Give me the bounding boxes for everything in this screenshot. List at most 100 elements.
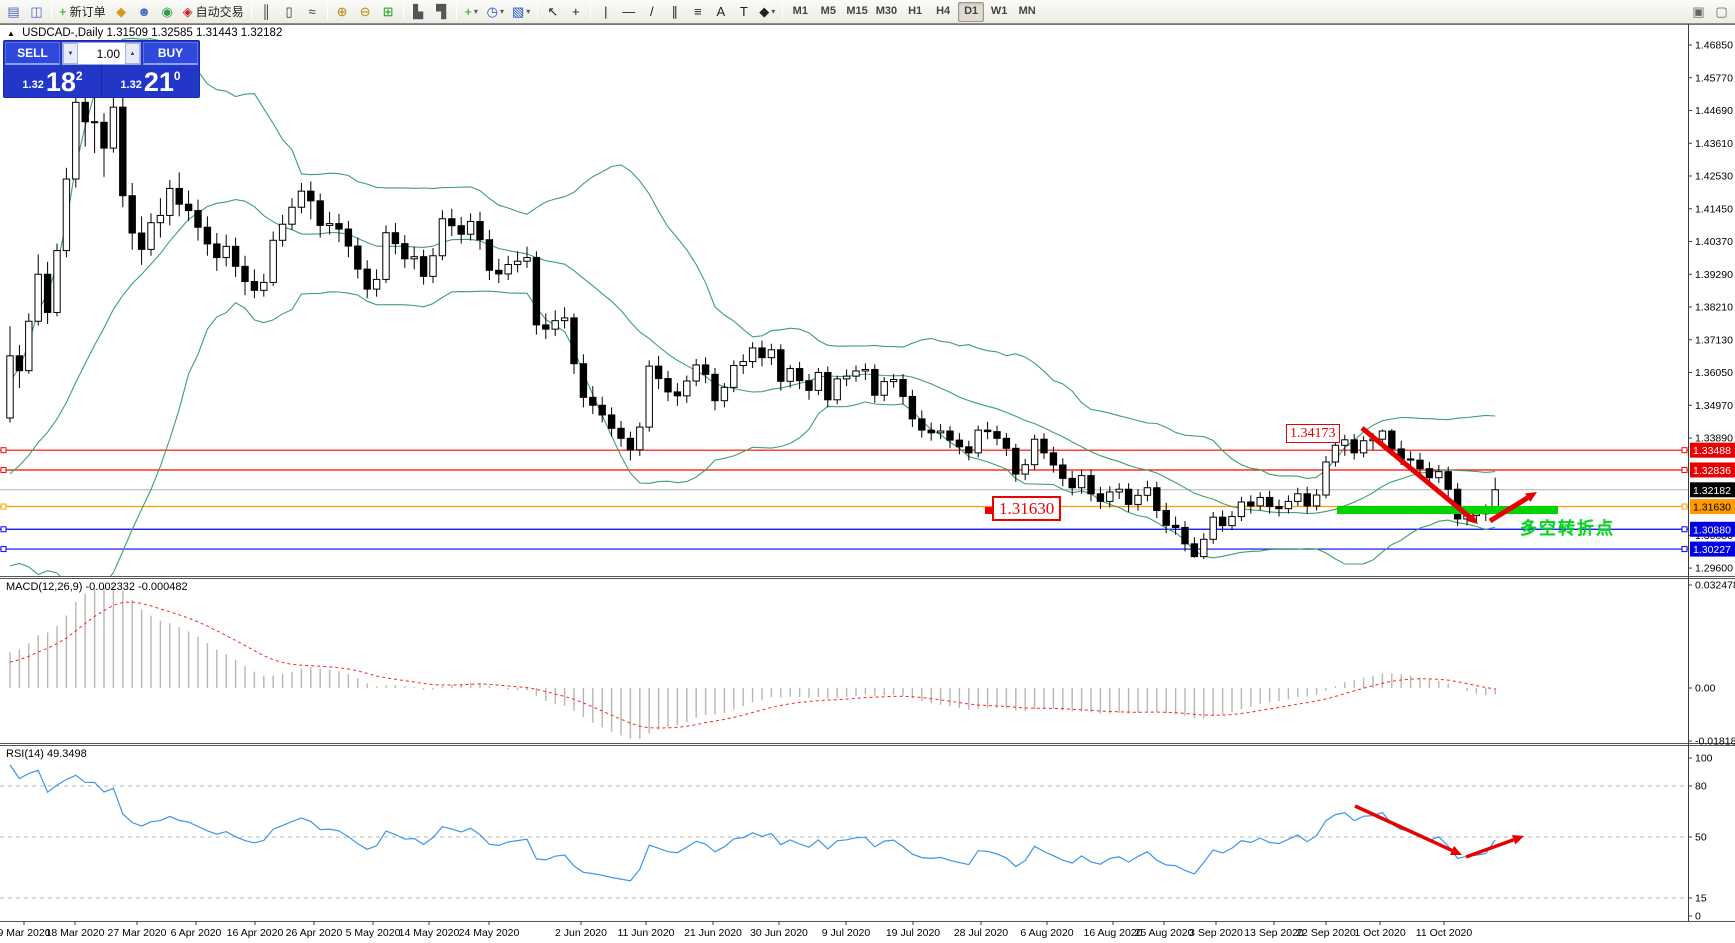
- horizontal-line-icon: —: [622, 4, 636, 19]
- overflow-icon[interactable]: ▢: [1715, 4, 1728, 19]
- indicators-icon[interactable]: + ▾: [461, 2, 482, 22]
- buy-price[interactable]: 1.32 21 0: [102, 66, 199, 97]
- crosshair-icon[interactable]: +: [565, 2, 586, 22]
- candle: [720, 386, 729, 402]
- trendline-icon[interactable]: /: [641, 2, 662, 22]
- trend-arrow[interactable]: [1466, 513, 1478, 524]
- line-handle[interactable]: [0, 546, 7, 553]
- line-handle[interactable]: [1681, 466, 1688, 473]
- label-icon[interactable]: T: [733, 2, 754, 22]
- fibonacci-icon[interactable]: ≡: [687, 2, 708, 22]
- candlestick-chart-icon[interactable]: ▯: [279, 2, 300, 22]
- text-icon[interactable]: A: [710, 2, 731, 22]
- support-price-annotation[interactable]: 1.31630: [992, 496, 1062, 521]
- chart-colors-icon[interactable]: ◆: [111, 2, 132, 22]
- candle: [955, 439, 964, 448]
- arrows-icon[interactable]: ◆ ▾: [756, 2, 778, 22]
- candle: [297, 190, 306, 208]
- timeframe-m5-button[interactable]: M5: [820, 5, 836, 17]
- periods-icon[interactable]: ◷ ▾: [484, 2, 507, 22]
- toolbar-separator: [326, 3, 328, 20]
- candle: [241, 265, 249, 283]
- timeframe-w1-button[interactable]: W1: [990, 5, 1008, 17]
- buy-button[interactable]: BUY: [143, 42, 198, 65]
- candle: [1237, 501, 1246, 518]
- symbol-period-label: USDCAD-,Daily: [22, 27, 104, 39]
- candle: [636, 426, 644, 451]
- candle: [222, 245, 230, 259]
- candle: [213, 243, 221, 259]
- trend-arrow[interactable]: [1449, 845, 1462, 855]
- vertical-line-icon[interactable]: |: [595, 2, 616, 22]
- svg-text:1.34970: 1.34970: [1695, 400, 1733, 412]
- high-price-annotation[interactable]: 1.34173: [1286, 424, 1340, 443]
- line-handle[interactable]: [0, 466, 7, 473]
- new-order-button[interactable]: + 新订单: [56, 2, 109, 22]
- candle: [795, 368, 804, 382]
- candle: [532, 257, 541, 326]
- candle: [1406, 458, 1415, 461]
- candle: [871, 368, 879, 396]
- support-zone-bar[interactable]: [1337, 506, 1558, 514]
- timeframe-mn-button[interactable]: MN: [1018, 5, 1036, 17]
- line-handle[interactable]: [1681, 503, 1688, 510]
- auto-scroll-icon[interactable]: ▙: [408, 2, 429, 22]
- timeframe-d1-button[interactable]: D1: [958, 1, 985, 22]
- svg-text:1.33890: 1.33890: [1695, 433, 1733, 445]
- autotrading-button[interactable]: ◈ 自动交易: [180, 2, 247, 22]
- profiles-icon[interactable]: ☻: [134, 2, 155, 22]
- templates-icon[interactable]: ▧ ▾: [509, 2, 533, 22]
- collapse-icon[interactable]: ▲: [7, 29, 15, 38]
- line-handle[interactable]: [1681, 546, 1688, 553]
- line-handle[interactable]: [0, 526, 7, 533]
- horizontal-line-icon[interactable]: —: [618, 2, 639, 22]
- label-icon: T: [739, 4, 748, 19]
- candle: [889, 378, 898, 383]
- svg-text:28 Jul 2020: 28 Jul 2020: [954, 927, 1008, 939]
- candle: [974, 429, 982, 454]
- channel-icon[interactable]: ∥: [664, 2, 685, 22]
- dock-icon[interactable]: ▣: [1692, 4, 1705, 19]
- svg-text:6 Aug 2020: 6 Aug 2020: [1020, 927, 1073, 939]
- annotation-layer: [1337, 426, 1558, 859]
- line-handle[interactable]: [1681, 447, 1688, 454]
- zoom-out-icon[interactable]: ⊖: [355, 2, 376, 22]
- line-handle[interactable]: [0, 447, 7, 454]
- line-handle[interactable]: [0, 503, 7, 510]
- data-window-icon[interactable]: ◫: [26, 2, 47, 22]
- svg-text:1.33488: 1.33488: [1693, 445, 1731, 457]
- timeframe-m30-button[interactable]: M30: [875, 5, 898, 17]
- line-chart-icon[interactable]: ≈: [302, 2, 323, 22]
- volume-input[interactable]: [78, 43, 125, 64]
- rsi-layer: [0, 764, 1688, 899]
- turning-point-annotation[interactable]: 多空转折点: [1520, 519, 1615, 538]
- line-handle[interactable]: [1681, 526, 1688, 533]
- zoom-in-icon[interactable]: ⊕: [332, 2, 353, 22]
- timeframe-m15-button[interactable]: M15: [846, 5, 868, 17]
- trend-arrow[interactable]: [1511, 835, 1524, 845]
- svg-text:19 Jul 2020: 19 Jul 2020: [886, 927, 940, 939]
- volume-up-button[interactable]: ▲: [125, 43, 140, 64]
- timeframe-m1-button[interactable]: M1: [792, 5, 808, 17]
- sell-button[interactable]: SELL: [5, 42, 60, 65]
- candle: [927, 429, 935, 434]
- timeframe-h4-button[interactable]: H4: [936, 5, 951, 17]
- signals-icon[interactable]: ◉: [157, 2, 178, 22]
- timeframe-h1-button[interactable]: H1: [908, 5, 923, 17]
- candle: [1209, 516, 1217, 540]
- trend-arrow[interactable]: [1525, 492, 1537, 503]
- candle: [908, 395, 917, 420]
- cursor-icon[interactable]: ↖: [542, 2, 563, 22]
- sell-price[interactable]: 1.32 18 2: [4, 66, 102, 97]
- volume-down-button[interactable]: ▼: [63, 43, 78, 64]
- candle: [1425, 468, 1434, 479]
- tile-windows-icon[interactable]: ⊞: [378, 2, 399, 22]
- bar-chart-icon[interactable]: ║: [256, 2, 277, 22]
- candle: [899, 378, 907, 397]
- chart-shift-icon[interactable]: ▜: [431, 2, 452, 22]
- support-annotation-anchor[interactable]: [985, 507, 992, 514]
- charts-window-icon: ▤: [7, 4, 20, 19]
- charts-window-icon[interactable]: ▤: [3, 2, 24, 22]
- toolbar-separator: [455, 3, 457, 20]
